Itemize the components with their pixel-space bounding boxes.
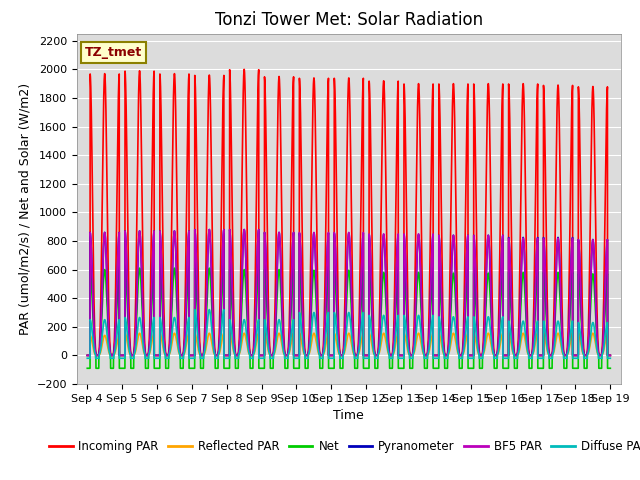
Net: [446, 329, 454, 335]
BF5 PAR: [83, 352, 91, 358]
Reflected PAR: [147, 348, 154, 353]
BF5 PAR: [336, 350, 344, 356]
Diffuse PAR: [336, 352, 344, 358]
Reflected PAR: [488, 346, 495, 351]
Incoming PAR: [259, 352, 267, 358]
Pyranometer: [147, 327, 154, 333]
Diffuse PAR: [446, 342, 454, 348]
Diffuse PAR: [147, 345, 154, 350]
Diffuse PAR: [205, 307, 213, 312]
Reflected PAR: [136, 330, 143, 336]
Reflected PAR: [83, 352, 91, 358]
Net: [147, 332, 154, 338]
Diffuse PAR: [139, 338, 147, 344]
Incoming PAR: [446, 276, 454, 281]
Incoming PAR: [241, 66, 248, 72]
BF5 PAR: [607, 352, 614, 358]
Pyranometer: [259, 352, 267, 358]
Net: [336, 351, 344, 357]
Line: Pyranometer: Pyranometer: [87, 229, 611, 355]
Line: Diffuse PAR: Diffuse PAR: [87, 310, 611, 358]
Pyranometer: [446, 319, 454, 324]
Line: Incoming PAR: Incoming PAR: [87, 69, 611, 355]
Net: [83, 365, 91, 371]
Y-axis label: PAR (umol/m2/s) / Net and Solar (W/m2): PAR (umol/m2/s) / Net and Solar (W/m2): [18, 83, 31, 335]
Legend: Incoming PAR, Reflected PAR, Net, Pyranometer, BF5 PAR, Diffuse PAR: Incoming PAR, Reflected PAR, Net, Pyrano…: [44, 435, 640, 458]
Title: Tonzi Tower Met: Solar Radiation: Tonzi Tower Met: Solar Radiation: [215, 11, 483, 29]
Diffuse PAR: [259, 355, 267, 361]
Diffuse PAR: [83, 355, 91, 361]
BF5 PAR: [205, 227, 213, 232]
Diffuse PAR: [488, 340, 495, 346]
Diffuse PAR: [607, 355, 614, 361]
Pyranometer: [139, 306, 147, 312]
Reflected PAR: [607, 352, 614, 358]
BF5 PAR: [147, 327, 154, 333]
Reflected PAR: [336, 352, 344, 358]
Incoming PAR: [139, 247, 147, 252]
Pyranometer: [488, 315, 495, 321]
Incoming PAR: [83, 352, 91, 358]
Pyranometer: [607, 352, 614, 358]
Reflected PAR: [446, 346, 454, 352]
Pyranometer: [205, 227, 213, 232]
Line: BF5 PAR: BF5 PAR: [87, 229, 611, 355]
BF5 PAR: [139, 306, 147, 312]
Incoming PAR: [488, 268, 495, 274]
Net: [136, 265, 143, 271]
Incoming PAR: [147, 293, 154, 299]
Pyranometer: [336, 350, 344, 356]
Incoming PAR: [336, 348, 344, 353]
Net: [607, 365, 614, 371]
Net: [488, 327, 495, 333]
Reflected PAR: [259, 352, 267, 358]
BF5 PAR: [488, 315, 495, 321]
Net: [259, 365, 267, 371]
Reflected PAR: [139, 345, 147, 351]
X-axis label: Time: Time: [333, 409, 364, 422]
Pyranometer: [83, 352, 91, 358]
Line: Reflected PAR: Reflected PAR: [87, 333, 611, 355]
BF5 PAR: [446, 319, 454, 324]
Line: Net: Net: [87, 268, 611, 368]
Incoming PAR: [607, 352, 614, 358]
Text: TZ_tmet: TZ_tmet: [85, 46, 142, 59]
BF5 PAR: [259, 352, 267, 358]
Net: [139, 323, 147, 328]
